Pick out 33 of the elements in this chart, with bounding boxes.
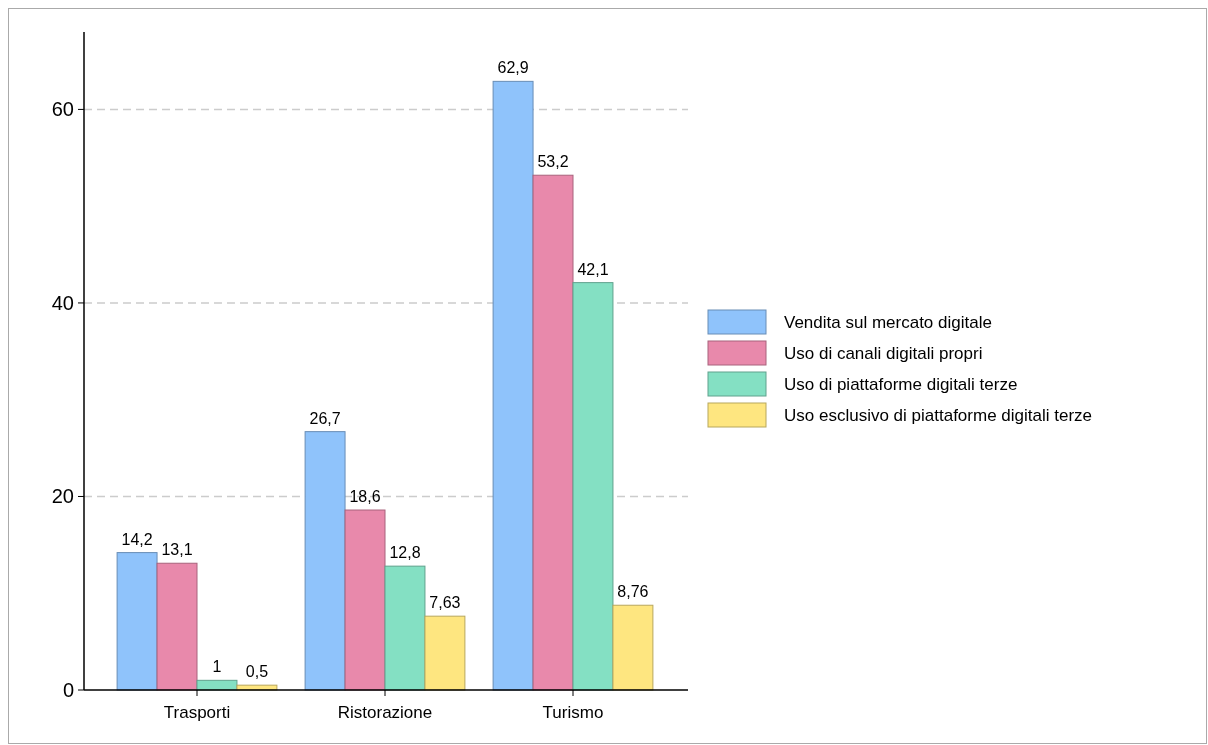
legend-label: Uso esclusivo di piattaforme digitali terze xyxy=(784,405,1093,425)
bar xyxy=(492,80,534,691)
bar xyxy=(572,282,614,691)
legend-label: Vendita sul mercato digitale xyxy=(784,312,992,332)
data-label: 13,1 xyxy=(161,541,193,559)
bar xyxy=(612,604,654,691)
data-label: 42,1 xyxy=(577,260,609,278)
bar xyxy=(384,565,426,691)
y-tick-label: 0 xyxy=(62,679,74,701)
data-label: 0,5 xyxy=(245,663,269,681)
x-tick-label: Trasporti xyxy=(163,703,231,722)
legend-label: Uso di canali digitali propri xyxy=(784,343,983,363)
bar xyxy=(156,562,198,691)
y-tick-label: 40 xyxy=(51,291,74,314)
data-label: 53,2 xyxy=(537,153,569,171)
bar xyxy=(532,174,574,691)
legend-label: Uso di piattaforme digitali terze xyxy=(784,374,1018,394)
data-label: 7,63 xyxy=(429,594,461,612)
data-label: 12,8 xyxy=(389,544,421,562)
bar xyxy=(344,509,386,691)
data-label: 18,6 xyxy=(349,488,381,506)
data-label: 62,9 xyxy=(497,59,529,77)
bar xyxy=(304,431,346,691)
data-label: 26,7 xyxy=(309,409,341,427)
y-tick-label: 20 xyxy=(51,485,74,508)
data-label: 1 xyxy=(212,658,222,676)
x-tick-label: Ristorazione xyxy=(337,703,433,722)
data-label: 8,76 xyxy=(617,583,649,601)
y-tick-label: 60 xyxy=(51,98,74,121)
bar xyxy=(424,615,466,691)
bar xyxy=(116,552,158,691)
data-label: 14,2 xyxy=(121,530,153,548)
x-tick-label: Turismo xyxy=(542,703,604,722)
